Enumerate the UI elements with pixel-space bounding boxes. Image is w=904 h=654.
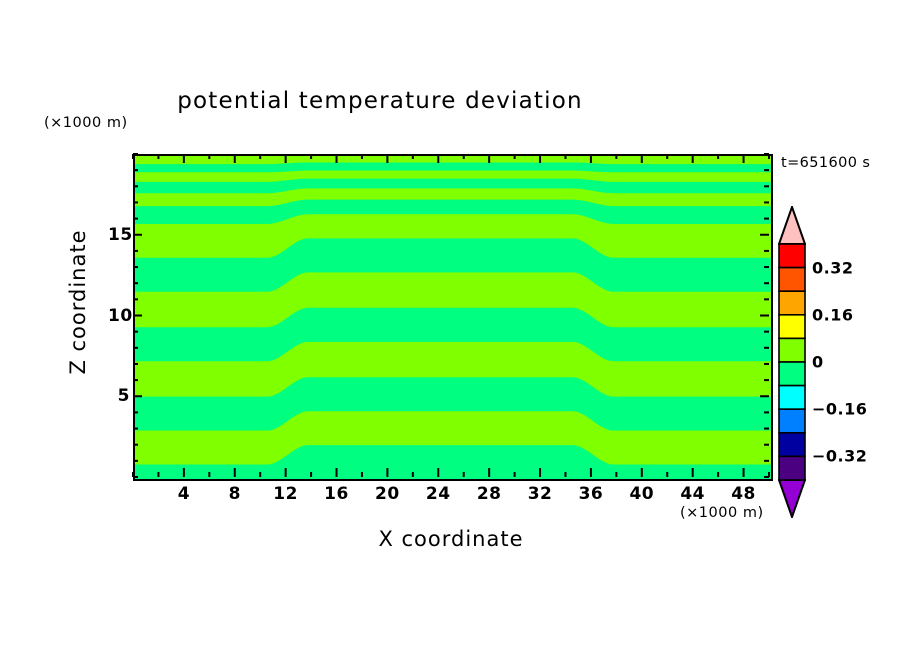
colorbar-band-2 (778, 290, 806, 316)
y-tick-label: 5 (117, 386, 130, 407)
contour-band-5 (135, 272, 771, 328)
colorbar-band-3 (778, 314, 806, 340)
contour-field (135, 156, 771, 479)
x-tick-label: 48 (731, 484, 756, 504)
contour-band-3 (135, 341, 771, 397)
x-tick-label: 4 (177, 484, 191, 504)
y-tick-label: 10 (108, 305, 133, 326)
x-tick-label: 24 (425, 484, 451, 504)
x-tick-label: 44 (680, 484, 706, 504)
x-tick-label: 12 (273, 484, 298, 504)
contour-band-12 (135, 162, 771, 173)
colorbar-under-cap (778, 479, 806, 518)
colorbar-tick-label: 0.32 (812, 258, 854, 278)
colorbar-band-7 (778, 408, 806, 434)
colorbar-tick-label: −0.32 (812, 446, 868, 466)
colorbar-band-6 (778, 384, 806, 411)
x-axis-unit-label: (×1000 m) (680, 505, 764, 521)
contour-band-9 (135, 188, 771, 207)
x-tick-label: 16 (324, 484, 349, 504)
colorbar-over-cap (778, 206, 806, 245)
x-tick-label: 20 (375, 484, 400, 504)
colorbar-band-5 (778, 361, 806, 387)
contour-band-4 (135, 307, 771, 362)
contour-band-2 (135, 377, 771, 431)
colorbar-tick-label: −0.16 (812, 399, 868, 419)
contour-band-7 (135, 214, 771, 258)
colorbar-band-1 (778, 266, 806, 292)
contour-band-10 (135, 178, 771, 194)
colorbar-tick-label: 0.16 (812, 305, 854, 325)
colorbar-band-0 (778, 243, 806, 269)
time-annotation: t=651600 s (781, 155, 871, 171)
contour-bands (135, 156, 771, 479)
contour-band-6 (135, 238, 771, 292)
x-tick-label: 40 (629, 484, 655, 504)
x-tick-label: 28 (476, 484, 502, 504)
x-axis-title: X coordinate (378, 527, 524, 551)
contour-band-0 (135, 445, 771, 479)
contour-band-1 (135, 411, 771, 465)
x-tick-label: 8 (228, 484, 241, 504)
colorbar-band-8 (778, 432, 806, 458)
colorbar-tick-label: 0 (812, 352, 824, 372)
colorbar-band-4 (778, 337, 806, 363)
x-tick-label: 36 (578, 484, 604, 504)
colorbar-band-9 (778, 455, 806, 481)
x-tick-label: 32 (527, 484, 553, 504)
contour-plot-area (133, 154, 773, 481)
contour-band-8 (135, 199, 771, 224)
colorbar[interactable] (778, 206, 806, 518)
contour-band-11 (135, 170, 771, 182)
y-axis-unit-label: (×1000 m) (44, 115, 128, 131)
y-tick-label: 15 (108, 224, 133, 245)
page-title: potential temperature deviation (177, 88, 583, 114)
contour-band-13 (135, 156, 771, 165)
